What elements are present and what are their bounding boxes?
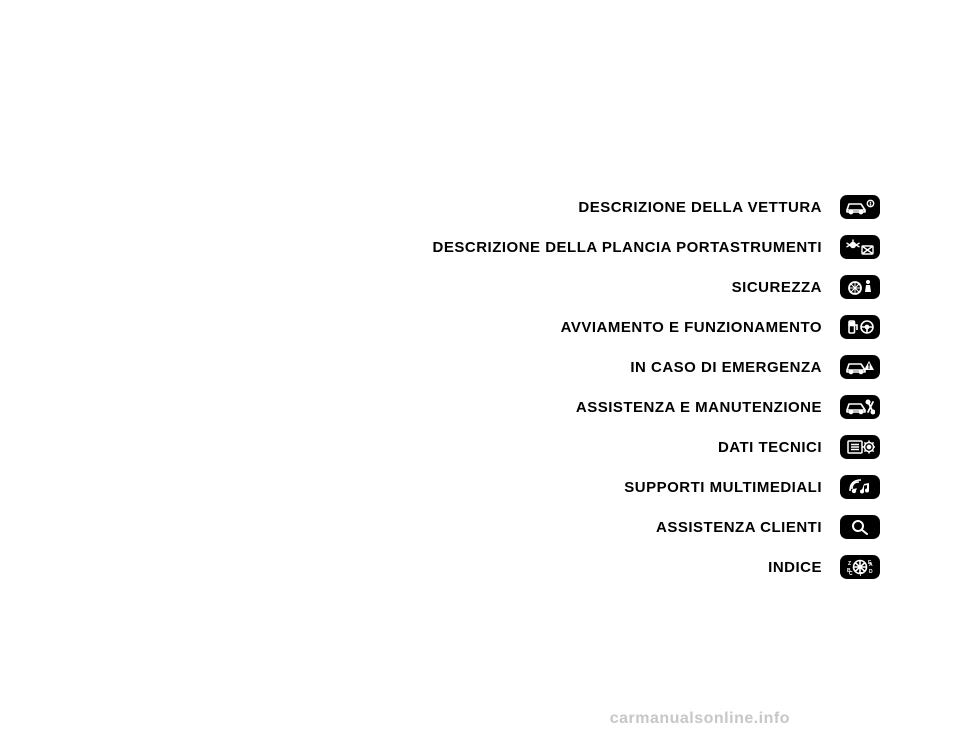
manual-toc-page: DESCRIZIONE DELLA VETTURA — [0, 0, 960, 742]
toc-label: SICUREZZA — [732, 279, 822, 296]
car-warning-icon — [840, 355, 880, 379]
toc-row: SICUREZZA — [433, 275, 880, 299]
toc-label: DATI TECNICI — [718, 439, 822, 456]
toc-list: DESCRIZIONE DELLA VETTURA — [433, 195, 880, 579]
toc-label: DESCRIZIONE DELLA VETTURA — [578, 199, 822, 216]
toc-label: ASSISTENZA CLIENTI — [656, 519, 822, 536]
toc-row: DESCRIZIONE DELLA VETTURA — [433, 195, 880, 219]
car-info-icon — [840, 195, 880, 219]
toc-row: IN CASO DI EMERGENZA — [433, 355, 880, 379]
toc-label: DESCRIZIONE DELLA PLANCIA PORTASTRUMENTI — [433, 239, 822, 256]
toc-label: AVVIAMENTO E FUNZIONAMENTO — [561, 319, 822, 336]
airbag-icon — [840, 275, 880, 299]
toc-label: IN CASO DI EMERGENZA — [630, 359, 822, 376]
toc-label: SUPPORTI MULTIMEDIALI — [624, 479, 822, 496]
toc-label: ASSISTENZA E MANUTENZIONE — [576, 399, 822, 416]
svg-text:D: D — [869, 569, 873, 575]
toc-row: ASSISTENZA CLIENTI — [433, 515, 880, 539]
car-service-icon — [840, 395, 880, 419]
toc-label: INDICE — [768, 559, 822, 576]
steering-fuel-icon — [840, 315, 880, 339]
svg-text:C: C — [849, 571, 853, 576]
magnifier-icon — [840, 515, 880, 539]
specs-list-icon — [840, 435, 880, 459]
toc-row: SUPPORTI MULTIMEDIALI — [433, 475, 880, 499]
toc-row: AVVIAMENTO E FUNZIONAMENTO — [433, 315, 880, 339]
toc-row: INDICE Z E B A D C T — [433, 555, 880, 579]
toc-row: ASSISTENZA E MANUTENZIONE — [433, 395, 880, 419]
index-az-icon: Z E B A D C T — [840, 555, 880, 579]
multimedia-icon — [840, 475, 880, 499]
svg-text:T: T — [859, 572, 862, 576]
svg-text:Z: Z — [848, 561, 851, 567]
svg-text:A: A — [869, 562, 873, 568]
dashboard-icon — [840, 235, 880, 259]
toc-row: DESCRIZIONE DELLA PLANCIA PORTASTRUMENTI — [433, 235, 880, 259]
toc-row: DATI TECNICI — [433, 435, 880, 459]
footer-url: carmanualsonline.info — [610, 710, 790, 728]
